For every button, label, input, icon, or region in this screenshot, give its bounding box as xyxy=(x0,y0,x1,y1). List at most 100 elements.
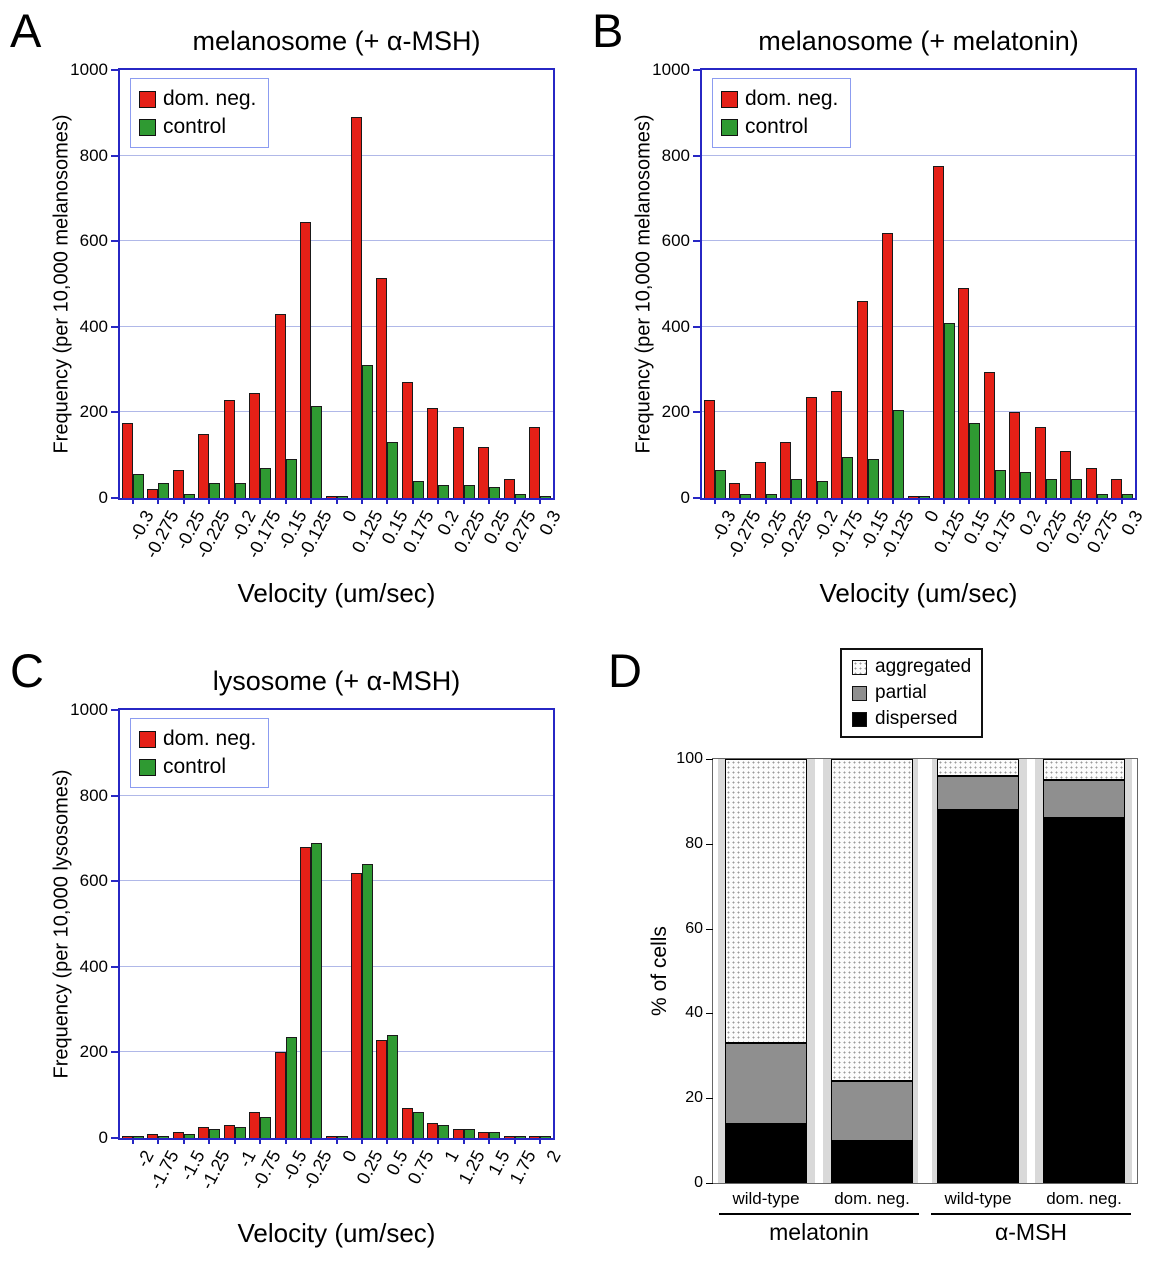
background-gutter xyxy=(713,759,718,1183)
y-tick-mark xyxy=(111,69,118,71)
x-tick-mark xyxy=(157,498,160,504)
y-tick-label: 800 xyxy=(79,785,108,805)
category-label: wild-type xyxy=(944,1189,1012,1208)
y-tick-label: 0 xyxy=(98,488,108,507)
group-label: melatonin xyxy=(769,1219,869,1245)
bar-dom-neg xyxy=(529,427,541,498)
bar-control xyxy=(387,442,399,498)
bar-control xyxy=(183,1133,195,1138)
x-tick-mark xyxy=(739,498,742,504)
x-tick-mark xyxy=(764,498,767,504)
bar-control xyxy=(714,470,726,498)
y-tick-label: 20 xyxy=(685,1089,703,1107)
x-tick-mark xyxy=(539,498,542,504)
bar-dom-neg xyxy=(958,288,970,498)
bar-dom-neg xyxy=(350,872,362,1138)
legend-c: dom. neg. control xyxy=(130,718,270,788)
bar-dom-neg xyxy=(452,427,464,498)
bar-control xyxy=(311,842,323,1138)
y-tick-mark xyxy=(693,497,700,499)
bar-control xyxy=(791,478,803,498)
x-tick-label: 1 xyxy=(440,1147,464,1166)
y-tick-mark xyxy=(693,325,700,328)
chart-title-c: lysosome (+ α-MSH) xyxy=(212,666,461,696)
bar-dom-neg xyxy=(427,408,439,498)
legend-a: dom. neg. control xyxy=(130,78,270,148)
bar-control xyxy=(1020,472,1032,498)
bar-dom-neg xyxy=(831,391,843,498)
y-tick-label: 1000 xyxy=(70,700,108,719)
legend-label-dom-neg: dom. neg. xyxy=(745,87,839,110)
segment-aggregated xyxy=(936,759,1020,776)
bar-dom-neg xyxy=(172,1131,184,1138)
bar-dom-neg xyxy=(478,1131,490,1138)
segment-aggregated xyxy=(724,759,808,1044)
x-tick-mark xyxy=(968,498,971,504)
bar-control xyxy=(285,459,297,498)
legend-label-partial: partial xyxy=(875,682,927,703)
bar-control xyxy=(260,1116,272,1138)
y-tick-mark xyxy=(693,154,700,157)
bar-dom-neg xyxy=(223,1125,235,1138)
bar-dom-neg xyxy=(780,442,792,498)
x-tick-mark xyxy=(1095,498,1098,504)
plot-area-a: dom. neg. control 0 200 400 600 800 1000 -0.3-… xyxy=(70,60,565,561)
legend-label-dom-neg: dom. neg. xyxy=(163,727,257,750)
group-underline xyxy=(931,1213,1131,1215)
legend-item-control: control xyxy=(139,113,256,141)
y-tick-mark xyxy=(111,965,118,968)
y-tick-label: 40 xyxy=(685,1004,703,1022)
x-tick-mark xyxy=(790,498,793,504)
gridline xyxy=(120,240,553,242)
y-tick-mark xyxy=(111,497,118,499)
x-tick-mark xyxy=(815,498,818,504)
bar-control xyxy=(183,493,195,498)
y-tick-label: 400 xyxy=(661,316,690,336)
gridline xyxy=(120,965,553,967)
x-tick-mark xyxy=(182,1138,185,1144)
legend-item-dom-neg: dom. neg. xyxy=(139,85,256,113)
y-tick-label: 400 xyxy=(79,316,108,336)
segment-aggregated xyxy=(1042,759,1126,781)
x-tick-mark xyxy=(1070,498,1073,504)
bar-dom-neg xyxy=(401,382,413,498)
bar-control xyxy=(209,1129,221,1138)
x-tick-mark xyxy=(233,498,236,504)
y-tick-label: 200 xyxy=(79,402,108,422)
bar-dom-neg xyxy=(703,399,715,498)
legend-label-dom-neg: dom. neg. xyxy=(163,87,257,110)
background-gutter xyxy=(918,759,932,1183)
x-tick-mark xyxy=(131,1138,134,1144)
bar-control xyxy=(740,493,752,498)
y-tick-mark xyxy=(706,928,713,930)
x-tick-mark xyxy=(233,1138,236,1144)
bar-dom-neg xyxy=(300,221,312,498)
y-tick-label: 200 xyxy=(661,402,690,422)
y-tick-mark xyxy=(111,411,118,414)
legend-swatch-dom-neg xyxy=(721,90,738,108)
bar-dom-neg xyxy=(503,478,515,498)
x-tick-label: 1.75 xyxy=(505,1147,540,1188)
gridline xyxy=(120,411,553,413)
bar-control xyxy=(893,410,905,498)
y-tick-mark xyxy=(706,759,713,760)
bar-dom-neg xyxy=(223,399,235,498)
x-tick-mark xyxy=(360,1138,363,1144)
segment-partial xyxy=(724,1043,808,1124)
x-tick-label: 0.75 xyxy=(403,1147,438,1188)
category-label: wild-type xyxy=(732,1189,800,1208)
y-tick-mark xyxy=(111,1137,118,1139)
panel-letter-b: B xyxy=(592,4,624,57)
category-label: dom. neg. xyxy=(834,1189,910,1208)
segment-dispersed xyxy=(1042,818,1126,1183)
x-tick-mark xyxy=(208,1138,211,1144)
bar-control xyxy=(463,1129,475,1138)
bar-control xyxy=(158,483,170,498)
panel-d: D aggregated partial dispersed % of cell… xyxy=(588,646,1154,1280)
x-tick-mark xyxy=(284,498,287,504)
x-tick-mark xyxy=(386,1138,389,1144)
x-tick-mark xyxy=(259,498,262,504)
x-tick-mark xyxy=(942,498,945,504)
y-tick-mark xyxy=(111,794,118,797)
gridline xyxy=(120,1051,553,1053)
